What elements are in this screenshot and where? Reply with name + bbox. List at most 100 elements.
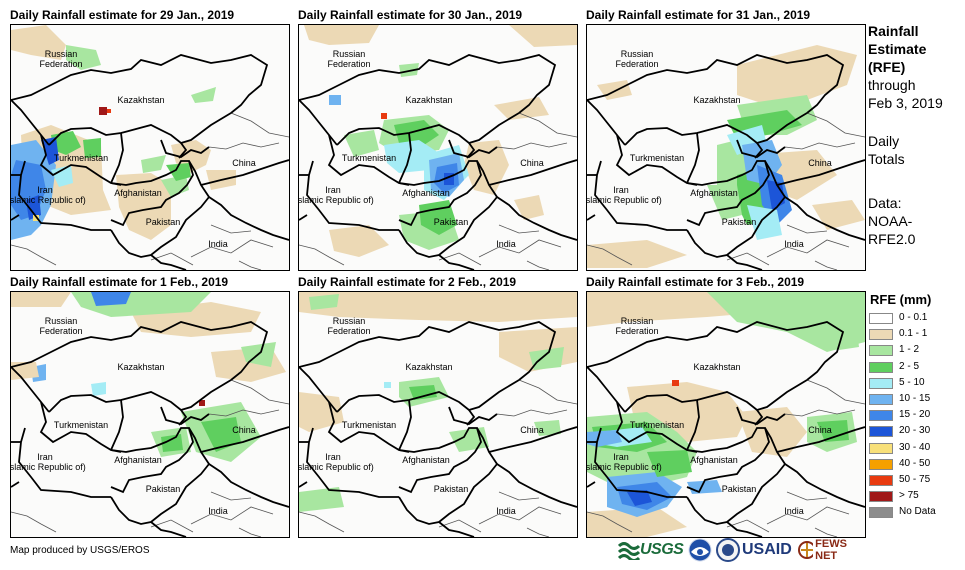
country-border xyxy=(754,409,764,426)
country-border xyxy=(200,159,289,186)
country-label-china: China xyxy=(232,425,256,435)
rainfall-area xyxy=(419,200,457,235)
legend-swatch xyxy=(869,377,893,389)
legend-label: No Data xyxy=(899,506,936,518)
country-border xyxy=(398,427,482,494)
country-label-pakistan: Pakistan xyxy=(145,217,181,227)
rainfall-map: Russian Federation Kazakhstan Turkmenistan… xyxy=(298,24,578,271)
country-border xyxy=(587,366,626,413)
country-label-turkmenistan: Turkmenistan xyxy=(341,153,397,163)
rainfall-area xyxy=(529,347,564,370)
fews-net-emblem-icon xyxy=(798,541,814,559)
admin-border xyxy=(784,142,856,150)
country-border xyxy=(615,134,698,186)
country-label-russia: Russian Federation xyxy=(39,49,83,69)
country-label-india: India xyxy=(208,506,228,516)
panel-3: Daily Rainfall estimate for 31 Jan., 201… xyxy=(586,8,876,278)
country-border xyxy=(686,132,700,184)
rainfall-area xyxy=(587,240,687,268)
country-label-pakistan: Pakistan xyxy=(433,484,469,494)
rainfall-area xyxy=(299,487,344,512)
admin-border xyxy=(210,491,252,501)
admin-border xyxy=(208,142,280,150)
panel-1: Daily Rainfall estimate for 29 Jan., 201… xyxy=(10,8,300,278)
admin-border xyxy=(478,239,562,258)
country-border xyxy=(587,99,626,146)
admin-border xyxy=(190,506,274,525)
country-label-russia: Russian Federation xyxy=(615,316,659,336)
rainfall-area xyxy=(107,109,111,113)
rainfall-map: Russian Federation Kazakhstan Turkmenistan… xyxy=(586,291,866,538)
map-svg xyxy=(11,292,289,537)
country-border xyxy=(398,132,412,184)
rainfall-area xyxy=(299,292,577,322)
country-border xyxy=(160,139,210,158)
map-svg xyxy=(299,25,577,270)
country-border xyxy=(11,54,269,114)
country-border xyxy=(11,214,20,221)
country-border xyxy=(299,54,557,114)
admin-border xyxy=(11,244,57,266)
rainfall-area xyxy=(737,45,857,105)
rainfall-area xyxy=(707,292,865,352)
rainfall-area xyxy=(99,107,107,115)
panel-title: Daily Rainfall estimate for 3 Feb., 2019 xyxy=(586,275,805,289)
admin-border xyxy=(210,224,252,234)
country-border xyxy=(686,427,770,494)
admin-border xyxy=(150,252,194,266)
country-border xyxy=(726,521,763,537)
rainfall-area xyxy=(51,165,73,187)
rainfall-area xyxy=(409,385,437,400)
country-label-china: China xyxy=(232,158,256,168)
panel-title: Daily Rainfall estimate for 29 Jan., 201… xyxy=(10,8,235,22)
country-label-turkmenistan: Turkmenistan xyxy=(341,420,397,430)
map-svg xyxy=(299,292,577,537)
country-label-kazakhstan: Kazakhstan xyxy=(693,362,741,372)
admin-border xyxy=(726,252,770,266)
country-label-afghanistan: Afghanistan xyxy=(114,188,162,198)
legend-label: > 75 xyxy=(899,490,919,502)
country-label-kazakhstan: Kazakhstan xyxy=(405,95,453,105)
rainfall-area xyxy=(514,195,544,220)
rainfall-area xyxy=(26,195,41,220)
usgs-text: USGS xyxy=(640,541,684,558)
country-border xyxy=(587,214,596,221)
legend-label: 20 - 30 xyxy=(899,425,931,437)
rainfall-area xyxy=(304,25,379,45)
country-label-china: China xyxy=(520,158,544,168)
rainfall-area xyxy=(11,25,66,60)
rainfall-area xyxy=(141,155,166,173)
country-border xyxy=(110,399,124,451)
country-border xyxy=(398,399,412,451)
country-border xyxy=(299,321,557,381)
rainfall-area xyxy=(91,292,131,306)
rainfall-area xyxy=(627,490,652,506)
panel-title: Daily Rainfall estimate for 30 Jan., 201… xyxy=(298,8,523,22)
panel-5: Daily Rainfall estimate for 2 Feb., 2019… xyxy=(298,275,588,545)
country-border xyxy=(438,521,475,537)
country-border xyxy=(448,406,498,425)
country-border xyxy=(496,196,577,241)
country-border xyxy=(624,379,808,413)
country-label-iran: Iran (Islamic Republic of) xyxy=(586,452,662,472)
legend-swatch xyxy=(869,361,893,373)
legend-swatch xyxy=(869,410,893,422)
country-border xyxy=(299,366,338,413)
country-border xyxy=(327,134,410,186)
rainfall-area xyxy=(309,294,339,310)
doi-seal-icon xyxy=(716,538,740,562)
admin-border xyxy=(814,260,838,270)
admin-border xyxy=(786,491,828,501)
legend-label: 0 - 0.1 xyxy=(899,312,928,323)
admin-border xyxy=(766,506,850,525)
country-border xyxy=(327,401,410,453)
rainfall-area xyxy=(161,434,183,452)
country-border xyxy=(11,99,50,146)
admin-border xyxy=(786,224,828,234)
rainfall-area xyxy=(299,392,344,432)
admin-border xyxy=(806,112,865,138)
rainfall-area xyxy=(329,225,389,257)
rainfall-area xyxy=(91,382,106,396)
rainfall-area xyxy=(116,173,171,240)
country-border xyxy=(208,463,289,508)
